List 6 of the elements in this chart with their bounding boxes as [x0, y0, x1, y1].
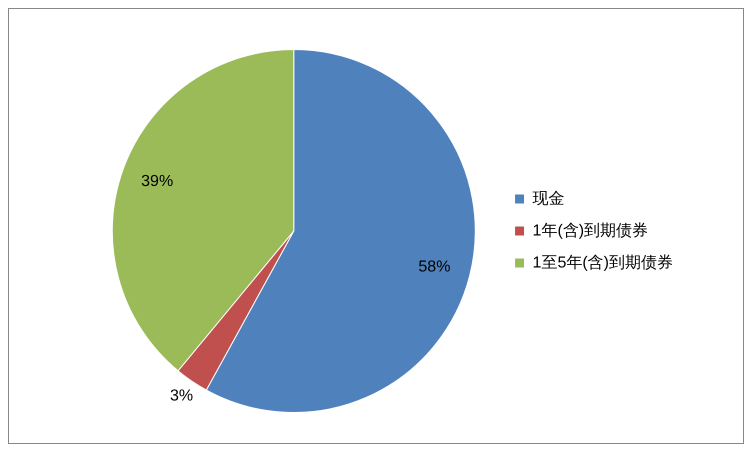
data-label: 3% — [170, 388, 194, 405]
data-label: 58% — [418, 258, 450, 276]
legend-label: 1至5年(含)到期债券 — [532, 253, 673, 272]
legend-label: 现金 — [532, 190, 565, 208]
legend-label: 1年(含)到期债券 — [532, 221, 648, 240]
data-label: 39% — [141, 173, 174, 190]
